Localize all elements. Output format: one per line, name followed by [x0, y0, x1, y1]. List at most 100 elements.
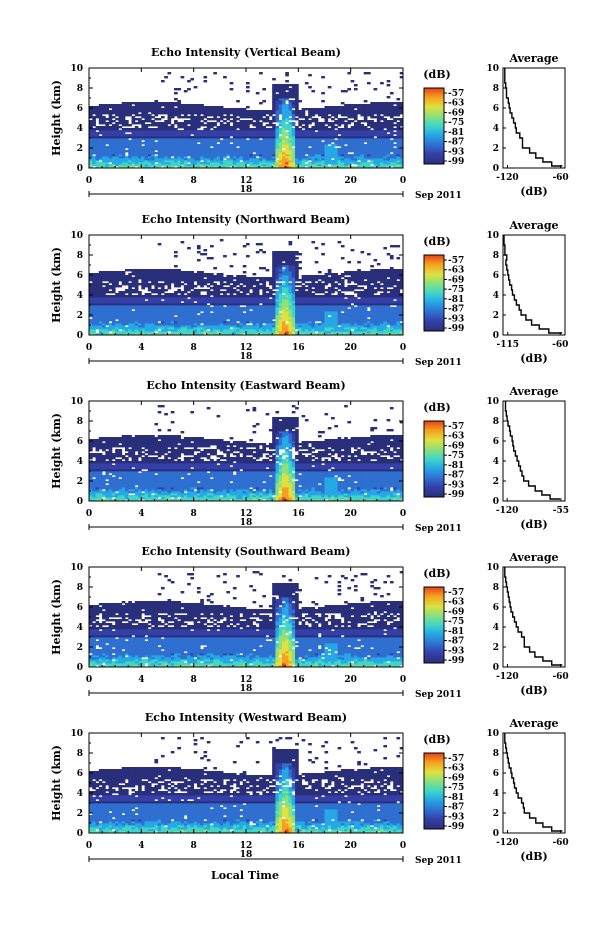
heat-cell [217, 273, 221, 275]
heat-cell [249, 277, 253, 279]
heat-cell [266, 293, 270, 295]
heat-cell [187, 299, 191, 301]
heat-cell [344, 104, 348, 106]
heat-cell [148, 102, 152, 104]
heat-cell [256, 110, 260, 112]
heat-cell [177, 269, 181, 271]
heat-cell [311, 118, 315, 120]
heat-cell [374, 122, 378, 124]
heat-cell [338, 118, 342, 120]
heat-cell [246, 295, 250, 297]
heat-cell [197, 104, 201, 106]
heat-cell [246, 277, 250, 279]
heat-cell [285, 132, 289, 134]
heat-cell [230, 108, 234, 110]
heat-cell [220, 273, 224, 275]
heat-cell [262, 110, 266, 112]
heat-cell [239, 307, 243, 309]
heat-cell [236, 323, 240, 325]
heat-cell [158, 122, 162, 124]
heat-cell [292, 84, 296, 86]
heat-cell [285, 323, 289, 325]
y-tick-label: 4 [77, 124, 83, 134]
heat-cell [370, 130, 374, 132]
heat-cell [125, 120, 129, 122]
heat-cell [118, 104, 122, 106]
heat-cell [207, 257, 211, 259]
heat-cell [298, 267, 302, 269]
heat-cell [325, 106, 329, 108]
average-title: Average [508, 52, 558, 65]
heat-cell [328, 116, 332, 118]
heat-cell [187, 164, 191, 166]
heat-cell [298, 128, 302, 130]
heat-cell [138, 291, 142, 293]
heat-cell [347, 154, 351, 156]
heat-cell [161, 301, 165, 303]
heat-cell [174, 317, 178, 319]
heat-cell [181, 283, 185, 285]
heat-cell [99, 104, 103, 106]
heat-cell [132, 128, 136, 130]
heat-cell [138, 118, 142, 120]
heat-cell [154, 269, 158, 271]
heat-cell [262, 118, 266, 120]
heat-cell [181, 271, 185, 273]
heat-cell [184, 285, 188, 287]
heat-cell [125, 295, 129, 297]
heat-cell [226, 287, 230, 289]
heat-cell [161, 269, 165, 271]
heat-cell [367, 120, 371, 122]
heat-cell [347, 88, 351, 90]
heat-cell [285, 104, 289, 106]
heat-cell [105, 327, 109, 329]
heat-cell [239, 275, 243, 277]
heat-cell [217, 106, 221, 108]
heat-cell [370, 102, 374, 104]
heat-cell [393, 118, 397, 120]
y-tick-label: 0 [77, 164, 83, 174]
heat-cell [203, 106, 207, 108]
heat-cell [302, 130, 306, 132]
heat-cell [367, 104, 371, 106]
heat-cell [266, 287, 270, 289]
heat-cell [203, 128, 207, 130]
heat-cell [128, 269, 132, 271]
heat-cell [187, 104, 191, 106]
heat-cell [387, 120, 391, 122]
heat-cell [230, 116, 234, 118]
heat-cell [367, 162, 371, 164]
heat-cell [308, 162, 312, 164]
heat-cell [325, 126, 329, 128]
heat-cell [387, 84, 391, 86]
heat-cell [354, 88, 358, 90]
heat-cell [393, 124, 397, 126]
heat-cell [200, 289, 204, 291]
heat-cell [292, 251, 296, 253]
heat-cell [272, 84, 276, 86]
heat-cell [239, 162, 243, 164]
heat-cell [243, 287, 247, 289]
heat-cell [217, 144, 221, 146]
heat-cell [168, 293, 172, 295]
heat-cell [213, 128, 217, 130]
x-tick-label: 8 [191, 176, 197, 186]
heat-cell [236, 118, 240, 120]
heat-cell [289, 251, 293, 253]
heat-cell [279, 84, 283, 86]
heat-cell [112, 295, 116, 297]
heat-cell [230, 265, 234, 267]
heat-cell [161, 108, 165, 110]
heat-cell [266, 277, 270, 279]
heat-cell [396, 98, 400, 100]
heat-cell [236, 122, 240, 124]
heat-cell [285, 80, 289, 82]
heat-cell [246, 325, 250, 327]
heat-cell [282, 84, 286, 86]
heat-cell [249, 128, 253, 130]
heat-cell [154, 100, 158, 102]
heat-cell [279, 313, 283, 315]
heat-cell [321, 100, 325, 102]
heat-cell [115, 104, 119, 106]
